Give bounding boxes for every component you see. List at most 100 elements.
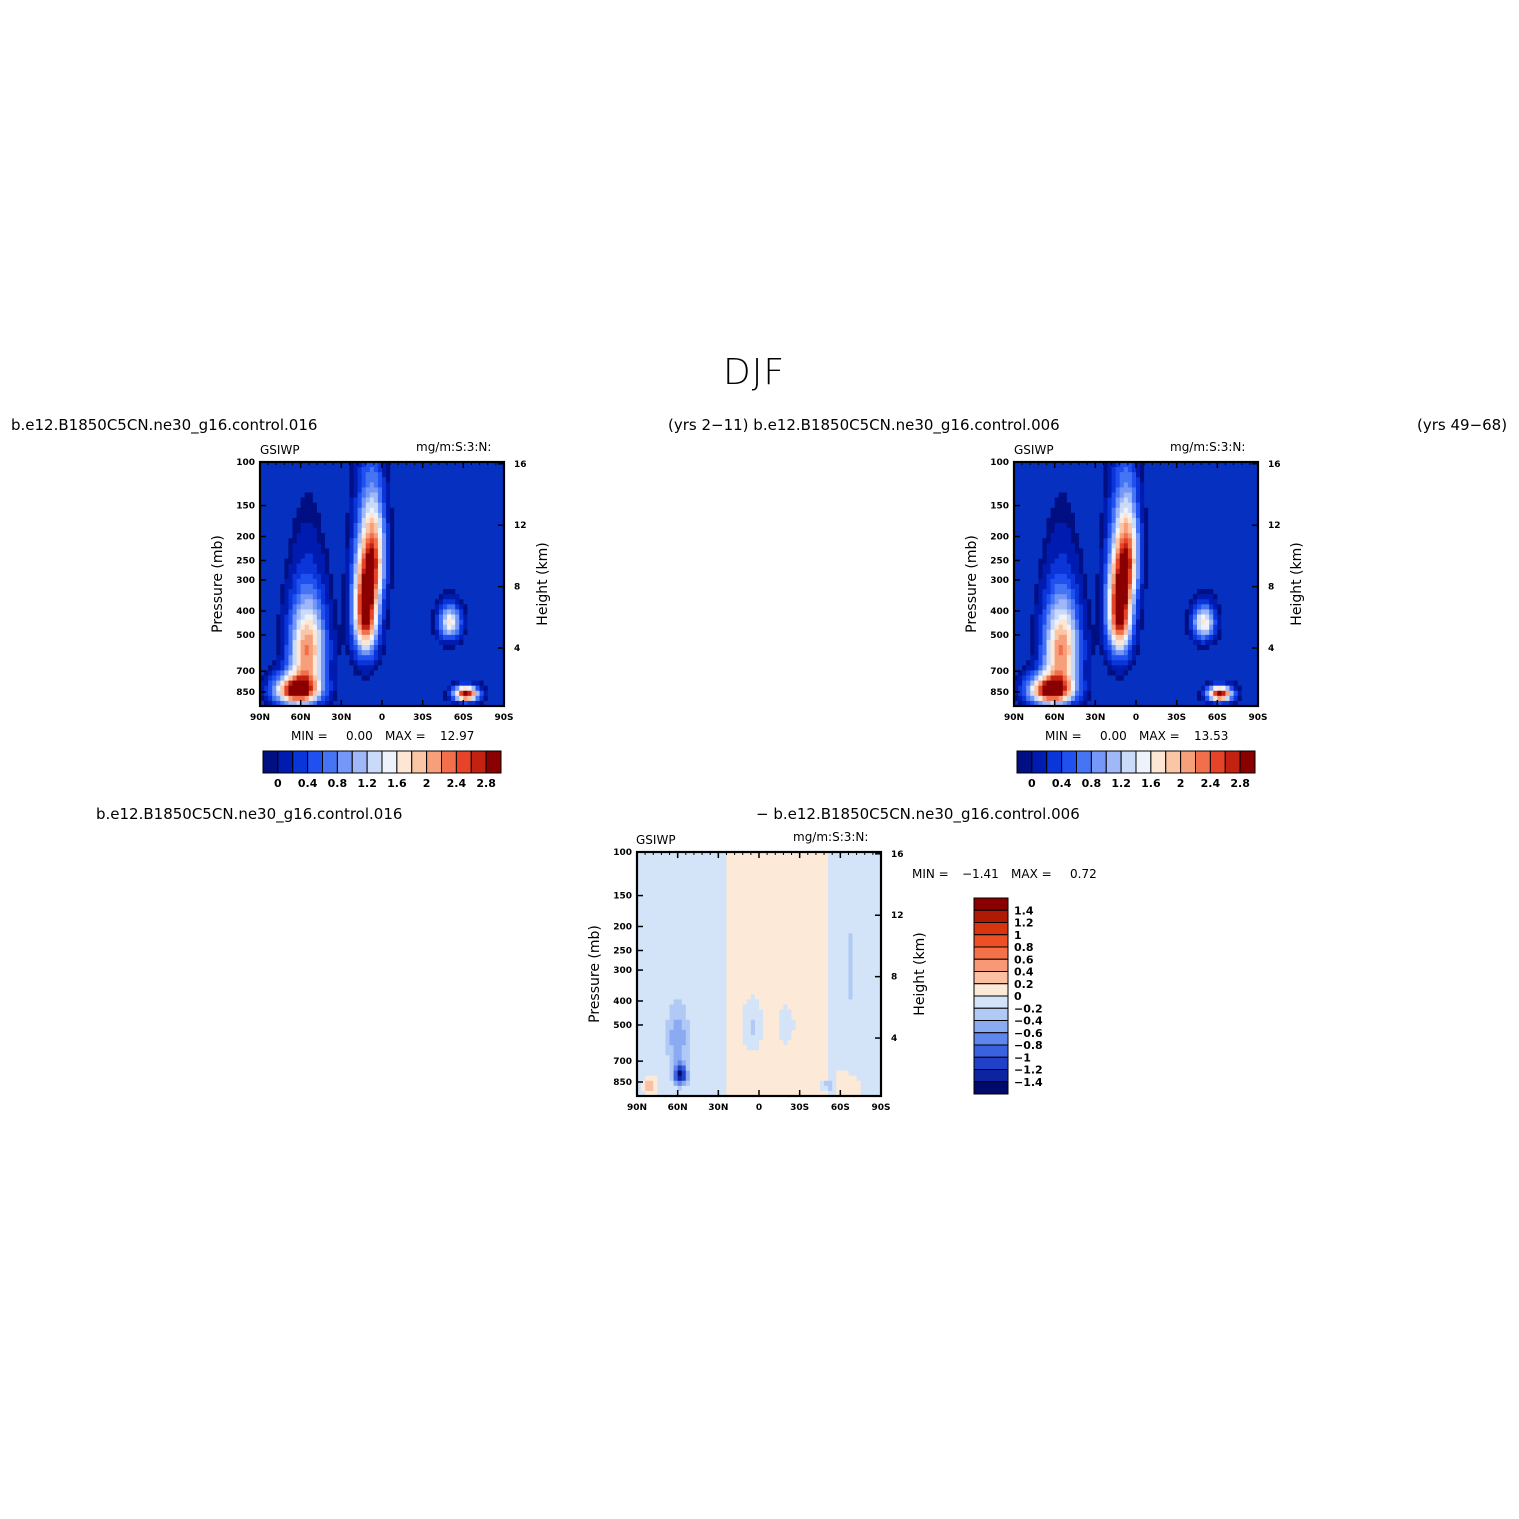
- panel1-cell: [382, 507, 387, 514]
- panel2-cell: [1176, 589, 1182, 595]
- panel2-cell: [1075, 589, 1080, 595]
- panel2-cell: [1087, 629, 1092, 636]
- panel1-cell: [471, 589, 477, 595]
- panel2-cell: [1168, 553, 1174, 560]
- panel1-cell: [402, 568, 407, 575]
- panel2-cell: [1103, 660, 1109, 666]
- panel2-cell: [1103, 700, 1109, 707]
- panel1-cell: [345, 573, 351, 580]
- panel1-cell: [361, 695, 367, 702]
- panel1-cell: [386, 482, 391, 489]
- panel2-cell: [1087, 578, 1092, 585]
- panel2-cell: [1038, 634, 1044, 641]
- panel1-cell: [365, 568, 371, 575]
- panel2-cell: [1022, 533, 1027, 539]
- panel2-cell: [1014, 533, 1019, 539]
- panel2-cell: [1144, 589, 1149, 595]
- panel1-cell: [483, 589, 489, 595]
- panel2-cell: [1038, 482, 1044, 489]
- panel2-cell: [1099, 492, 1105, 499]
- panel1-cell: [382, 655, 387, 661]
- panel2-cell: [1136, 523, 1141, 529]
- panel1-cell: [406, 502, 412, 509]
- panel1-cell: [288, 660, 294, 666]
- panel2-cell: [1079, 645, 1084, 651]
- panel1-cell: [390, 563, 395, 570]
- panel2-cell: [1014, 548, 1019, 555]
- panel1-cell: [333, 533, 338, 539]
- panel2-cell: [1111, 502, 1117, 509]
- panel2-cell: [1042, 670, 1048, 677]
- panel1-cell: [418, 502, 424, 509]
- panel1-cell: [268, 507, 273, 514]
- panel2-cell: [1107, 634, 1113, 641]
- panel2-cell: [1062, 477, 1068, 483]
- panel1-cell: [463, 645, 468, 651]
- panel1-cell: [414, 548, 420, 555]
- panel2-cell: [1123, 665, 1129, 672]
- panel1-cell: [495, 548, 501, 555]
- panel2-cell: [1091, 477, 1096, 483]
- panel1-cell: [272, 609, 277, 616]
- panel2-cell: [1127, 655, 1133, 661]
- panel1-cell: [349, 482, 355, 489]
- panel2-cell: [1066, 584, 1072, 590]
- panel2-cell: [1095, 568, 1100, 575]
- panel2-cell: [1070, 624, 1076, 631]
- panel2-cell: [1136, 589, 1141, 595]
- panel2-cell: [1152, 507, 1157, 514]
- panel1-cell: [365, 467, 371, 473]
- panel1-cell: [426, 624, 432, 631]
- panel2-cell: [1087, 680, 1092, 687]
- panel2-cell: [1046, 589, 1052, 595]
- panel2-cell: [1115, 695, 1121, 702]
- panel1-cell: [337, 507, 342, 514]
- panel1-cell: [304, 548, 310, 555]
- panel1-cell: [471, 594, 477, 600]
- panel2-cell: [1042, 472, 1048, 478]
- panel2-cell: [1095, 472, 1100, 478]
- panel2-cell: [1026, 477, 1031, 483]
- panel1-cell: [345, 685, 351, 692]
- panel2-cell: [1111, 599, 1117, 605]
- panel1-cell: [479, 523, 485, 529]
- panel2-cell: [1075, 528, 1080, 534]
- panel1-cell: [280, 645, 285, 651]
- panel1-cell: [333, 609, 338, 616]
- panel1-cell: [365, 670, 371, 677]
- panel2-cell: [1026, 543, 1031, 550]
- panel1-cell: [499, 670, 505, 677]
- panel1-cell: [402, 523, 407, 529]
- panel1-cell: [390, 528, 395, 534]
- panel1-cell: [426, 543, 432, 550]
- panel1-cell: [349, 487, 355, 494]
- panel1-cell: [443, 634, 448, 641]
- panel2-cell: [1176, 558, 1182, 565]
- panel1-cell: [288, 685, 294, 692]
- panel2-cell: [1042, 614, 1048, 621]
- panel1-cell: [312, 650, 318, 656]
- panel2-cell: [1018, 599, 1023, 605]
- panel1-cell: [382, 675, 387, 682]
- panel1-cell: [260, 655, 265, 661]
- panel1-cell: [499, 614, 505, 621]
- panel1-cell: [495, 467, 501, 473]
- panel1-cell: [333, 548, 338, 555]
- panel1-cell: [308, 528, 314, 534]
- panel1-cell: [329, 614, 334, 621]
- panel2-cell: [1087, 639, 1092, 646]
- panel2-cell: [1148, 589, 1153, 595]
- panel2-cell: [1083, 634, 1088, 641]
- panel1-cell: [438, 553, 444, 560]
- panel1-cell: [357, 553, 363, 560]
- panel1-cell: [443, 690, 448, 697]
- panel2-cell: [1148, 685, 1153, 692]
- panel1-cell: [418, 523, 424, 529]
- panel1-cell: [377, 599, 383, 605]
- panel1-cell: [325, 477, 330, 483]
- panel1-cell: [463, 467, 468, 473]
- panel2-cell: [1160, 543, 1166, 550]
- panel2-cell: [1091, 517, 1096, 524]
- panel2-cell: [1087, 472, 1092, 478]
- panel1-cell: [491, 624, 497, 631]
